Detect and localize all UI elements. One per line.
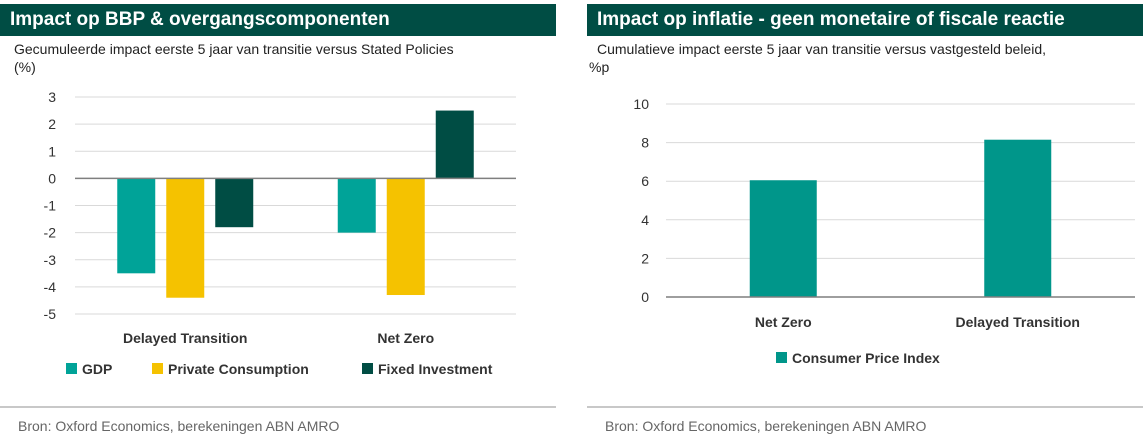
y-tick-label: -5 [44, 306, 57, 322]
right-bar-chart: 10 8 6 4 2 0 Net Zero Delayed Transition Consume… [633, 96, 1135, 366]
legend-swatch [776, 352, 787, 363]
bar-consumer-price-index [984, 139, 1052, 297]
bar-private-consumption [386, 178, 425, 296]
y-tick-label: -3 [44, 252, 57, 268]
x-category-label: Net Zero [377, 330, 434, 346]
bar-fixed-investment [435, 110, 474, 179]
left-chart-panel: Impact op BBP & overgangscomponenten Gec… [0, 0, 556, 445]
right-subtitle-line2: %p [589, 59, 610, 75]
left-source-note: Bron: Oxford Economics, berekeningen ABN… [0, 406, 556, 434]
legend-label: Consumer Price Index [792, 350, 940, 366]
legend-swatch [152, 363, 163, 374]
y-tick-label: 8 [641, 135, 649, 151]
legend-label: Private Consumption [168, 361, 309, 377]
legend-swatch [66, 363, 77, 374]
bar-gdp [117, 178, 156, 274]
bar-gdp [337, 178, 376, 233]
y-tick-label: 2 [641, 250, 649, 266]
y-tick-label: -4 [44, 279, 57, 295]
legend-label: Fixed Investment [378, 361, 493, 377]
y-tick-label: 2 [48, 116, 56, 132]
bar-private-consumption [166, 178, 205, 298]
y-tick-label: -1 [44, 198, 57, 214]
x-category-label: Delayed Transition [123, 330, 247, 346]
left-chart-subtitle: Gecumuleerde impact eerste 5 jaar van tr… [14, 40, 454, 76]
bar-fixed-investment [215, 178, 254, 228]
left-bar-chart: 3 2 1 0 -1 -2 -3 -4 -5 Delayed Transition Net Zero… [44, 89, 516, 377]
legend-swatch [362, 363, 373, 374]
y-tick-label: 4 [641, 212, 649, 228]
right-chart-subtitle: Cumulatieve impact eerste 5 jaar van tra… [589, 40, 1046, 76]
y-tick-label: 1 [48, 143, 56, 159]
y-tick-label: -2 [44, 225, 57, 241]
right-source-note: Bron: Oxford Economics, berekeningen ABN… [587, 406, 1143, 434]
right-subtitle-line1: Cumulatieve impact eerste 5 jaar van tra… [597, 41, 1046, 57]
left-chart-header: Impact op BBP & overgangscomponenten [0, 4, 556, 36]
y-tick-label: 0 [641, 289, 649, 305]
y-tick-label: 10 [633, 96, 649, 112]
right-chart-panel: Impact op inflatie - geen monetaire of f… [587, 0, 1143, 445]
y-tick-label: 0 [48, 170, 56, 186]
left-subtitle-line1: Gecumuleerde impact eerste 5 jaar van tr… [14, 41, 454, 57]
y-tick-label: 6 [641, 173, 649, 189]
right-chart-header: Impact op inflatie - geen monetaire of f… [587, 4, 1143, 36]
x-category-label: Delayed Transition [956, 314, 1080, 330]
x-category-label: Net Zero [755, 314, 812, 330]
y-tick-label: 3 [48, 89, 56, 105]
legend-label: GDP [82, 361, 112, 377]
left-subtitle-line2: (%) [14, 59, 36, 75]
bar-consumer-price-index [749, 180, 817, 297]
